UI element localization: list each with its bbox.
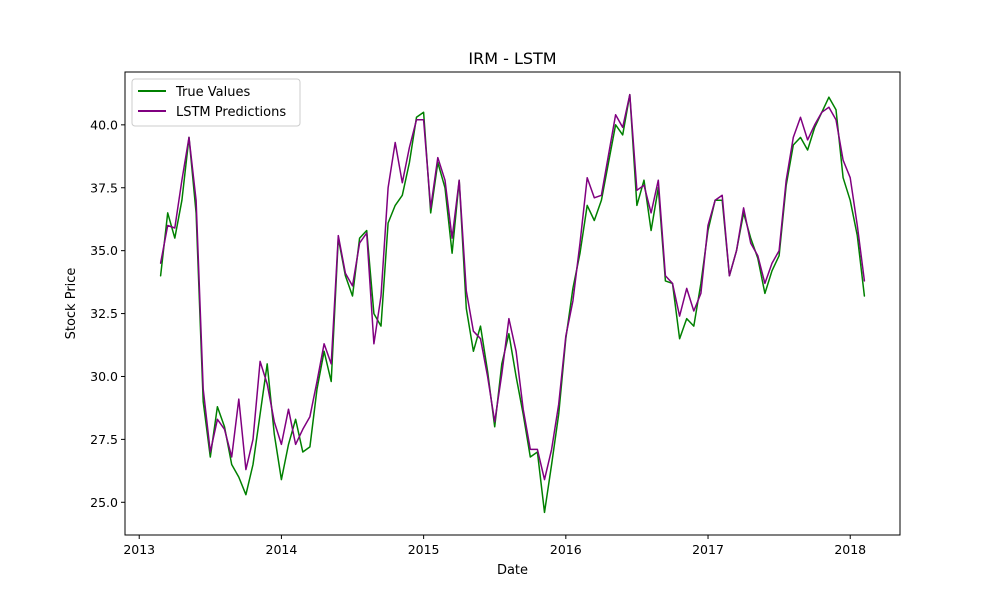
- y-tick-label-35.0: 35.0: [90, 243, 118, 258]
- plot-area: [125, 72, 900, 535]
- x-axis: 2013 2014 2015 2016 2017 2018: [123, 535, 866, 557]
- y-tick-label-37.5: 37.5: [90, 180, 118, 195]
- series-line-lstm-predictions: [159, 93, 866, 481]
- y-axis: 25.0 27.5 30.0 32.5 35.0 37.5 40.0: [90, 117, 125, 510]
- x-axis-label: Date: [497, 563, 528, 578]
- x-tick-label-2018: 2018: [834, 542, 866, 557]
- legend: True Values LSTM Predictions: [131, 78, 301, 127]
- y-tick-label-32.5: 32.5: [90, 306, 118, 321]
- legend-label-true-values: True Values: [175, 85, 250, 100]
- y-tick-label-40.0: 40.0: [90, 117, 118, 132]
- y-tick-label-27.5: 27.5: [90, 432, 118, 447]
- legend-box: [131, 78, 301, 127]
- chart-title: IRM - LSTM: [468, 49, 556, 68]
- series-layer: [159, 93, 866, 514]
- y-tick-label-30.0: 30.0: [90, 369, 118, 384]
- y-tick-label-25.0: 25.0: [90, 495, 118, 510]
- x-tick-label-2016: 2016: [550, 542, 582, 557]
- x-tick-label-2015: 2015: [408, 542, 440, 557]
- x-tick-label-2014: 2014: [266, 542, 298, 557]
- x-tick-label-2017: 2017: [692, 542, 724, 557]
- plot-background: [125, 72, 900, 535]
- plot-frame: [124, 71, 901, 536]
- y-axis-label: Stock Price: [64, 268, 79, 340]
- x-tick-label-2013: 2013: [123, 542, 155, 557]
- legend-label-lstm-predictions: LSTM Predictions: [176, 105, 286, 120]
